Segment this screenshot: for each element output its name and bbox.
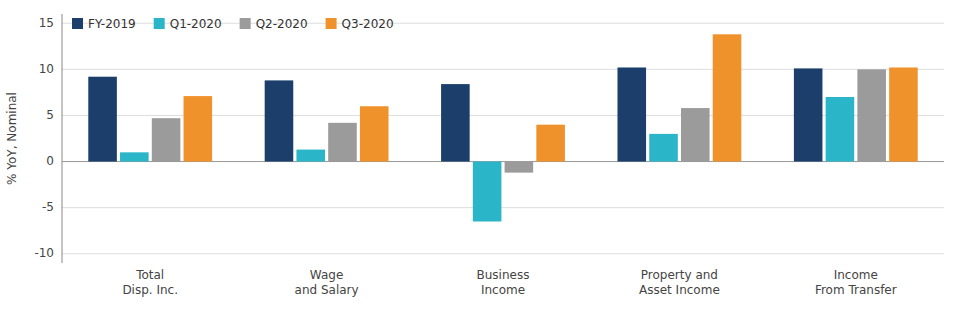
legend-swatch [326, 18, 337, 29]
bar [473, 162, 502, 222]
x-tick-label-line: Disp. Inc. [122, 283, 178, 297]
bar [296, 150, 325, 162]
y-tick-label: 15 [39, 16, 54, 30]
bar [328, 123, 357, 162]
bar [889, 67, 918, 161]
bar [826, 97, 855, 162]
y-tick-label: -10 [34, 246, 54, 260]
bar [265, 80, 294, 161]
legend-item: Q1-2020 [154, 17, 222, 31]
bar [505, 162, 534, 173]
bar [536, 125, 565, 162]
x-tick-label-line: Wage [310, 268, 343, 282]
legend-swatch [154, 18, 165, 29]
bar [713, 34, 742, 161]
bar [649, 134, 678, 162]
bar [857, 69, 886, 161]
legend: FY-2019 Q1-2020 Q2-2020 Q3-2020 [72, 17, 394, 31]
legend-label: Q1-2020 [170, 17, 222, 31]
y-tick-label: 0 [46, 154, 54, 168]
x-tick-label: Wageand Salary [295, 268, 359, 297]
x-tick-label: BusinessIncome [477, 268, 530, 297]
bar [681, 108, 710, 161]
y-tick-label: 5 [46, 108, 54, 122]
x-tick-label-line: Income [834, 268, 878, 282]
bar [794, 68, 823, 161]
x-tick-label-line: Property and [641, 268, 718, 282]
bar [88, 77, 117, 162]
y-axis-line [62, 14, 63, 263]
grid-line [62, 207, 944, 208]
grid-line [62, 253, 944, 254]
legend-item: Q2-2020 [240, 17, 308, 31]
bars [88, 34, 917, 221]
bar [120, 152, 149, 161]
x-tick-label-line: Income [481, 283, 525, 297]
bar [441, 84, 470, 161]
y-tick-label: -5 [42, 200, 54, 214]
y-tick-label: 10 [39, 62, 54, 76]
legend-item: Q3-2020 [326, 17, 394, 31]
chart-container: -10 -5 0 5 10 15 % YoY, Nominal TotalDisp. Inc.… [0, 0, 960, 309]
legend-label: Q2-2020 [256, 17, 308, 31]
legend-swatch [240, 18, 251, 29]
grid [62, 23, 944, 254]
x-tick-label-line: Asset Income [639, 283, 720, 297]
x-tick-label: TotalDisp. Inc. [122, 268, 178, 297]
x-tick-label-line: From Transfer [815, 283, 897, 297]
x-tick-label: Property andAsset Income [639, 268, 720, 297]
x-tick-label-line: and Salary [295, 283, 359, 297]
legend-item: FY-2019 [72, 17, 136, 31]
legend-label: FY-2019 [88, 17, 136, 31]
bar [184, 96, 213, 161]
bar [617, 67, 646, 161]
x-tick-label: IncomeFrom Transfer [815, 268, 897, 297]
x-tick-label-line: Total [135, 268, 164, 282]
chart-svg: -10 -5 0 5 10 15 % YoY, Nominal TotalDisp. Inc.… [0, 0, 960, 309]
bar [360, 106, 389, 161]
x-tick-label-line: Business [477, 268, 530, 282]
legend-label: Q3-2020 [342, 17, 394, 31]
legend-swatch [72, 18, 83, 29]
y-axis-label: % YoY, Nominal [5, 92, 19, 185]
bar [152, 118, 181, 161]
